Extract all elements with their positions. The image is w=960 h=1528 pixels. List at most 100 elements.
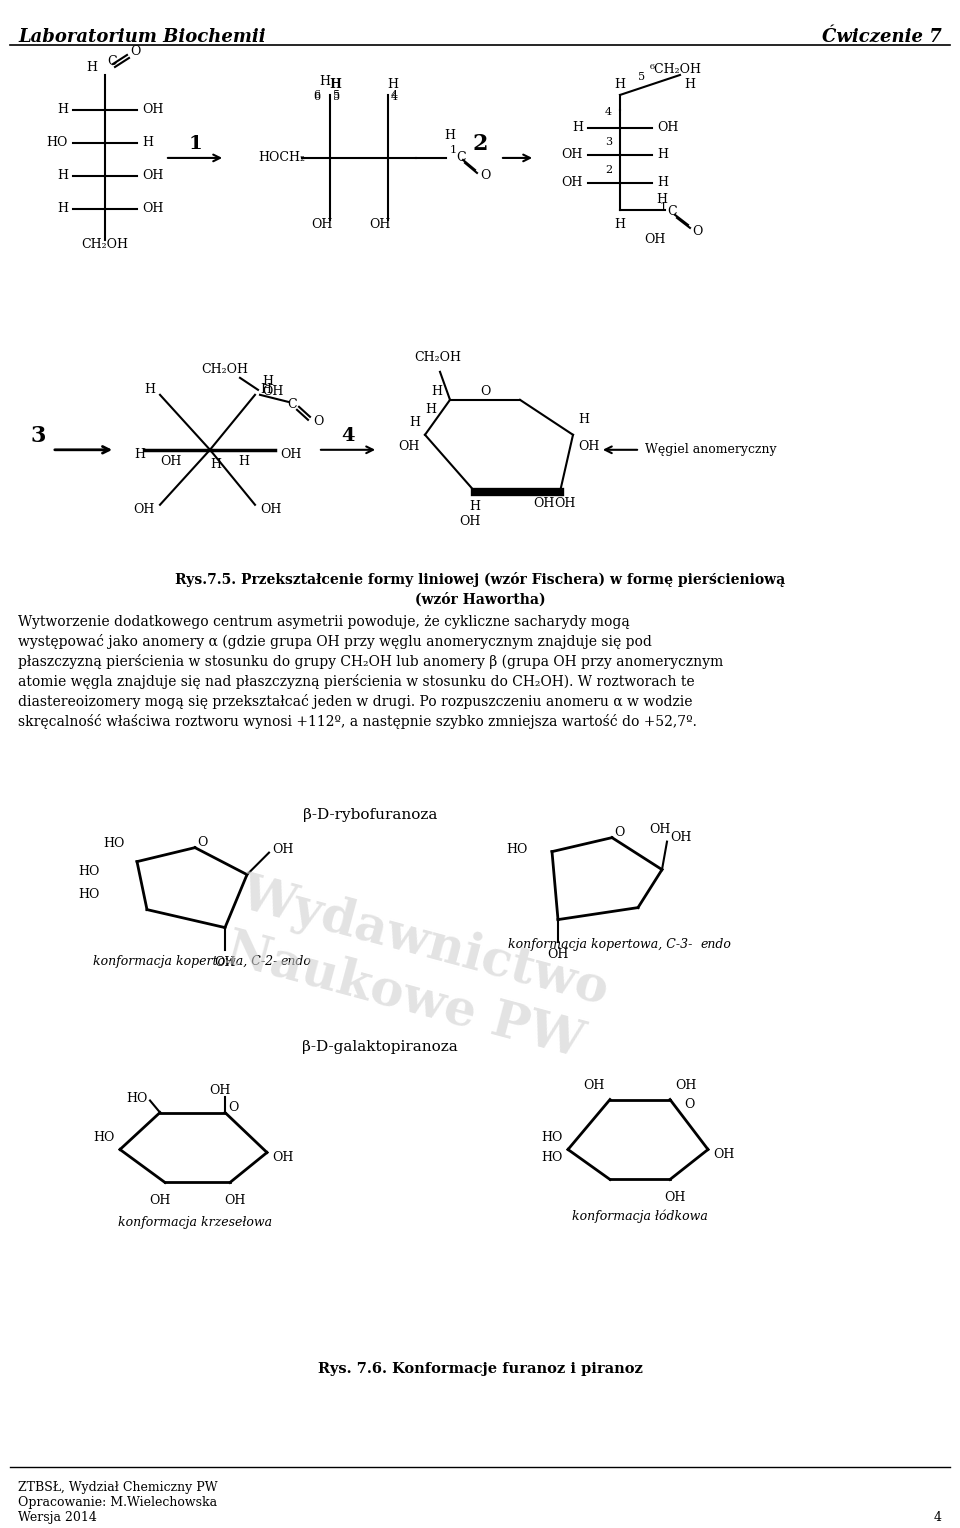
Text: OH: OH	[214, 955, 236, 969]
Text: 3: 3	[31, 425, 46, 446]
Text: Laboratorium Biochemii: Laboratorium Biochemii	[18, 28, 266, 46]
Text: OH: OH	[584, 1079, 605, 1093]
Text: OH: OH	[142, 170, 163, 182]
Text: H: H	[57, 170, 68, 182]
Text: Rys. 7.6. Konformacje furanoz i piranoz: Rys. 7.6. Konformacje furanoz i piranoz	[318, 1363, 642, 1377]
Text: H: H	[578, 413, 589, 426]
Text: skręcalność właściwa roztworu wynosi +112º, a następnie szybko zmniejsza wartość: skręcalność właściwa roztworu wynosi +11…	[18, 714, 697, 729]
Text: C: C	[667, 205, 677, 219]
Text: O: O	[313, 416, 324, 428]
Text: C: C	[456, 151, 466, 165]
Text: H: H	[262, 376, 274, 388]
Text: konformacja krzesełowa: konformacja krzesełowa	[118, 1216, 272, 1229]
Text: CH₂OH: CH₂OH	[82, 238, 129, 251]
Text: HO: HO	[79, 888, 100, 902]
Text: O: O	[684, 1099, 694, 1111]
Text: endo: endo	[700, 938, 731, 950]
Text: OH: OH	[644, 234, 665, 246]
Text: CH₂OH: CH₂OH	[202, 364, 249, 376]
Text: 4: 4	[934, 1511, 942, 1525]
Text: O: O	[228, 1102, 238, 1114]
Text: H: H	[144, 384, 155, 396]
Text: Opracowanie: M.Wielechowska: Opracowanie: M.Wielechowska	[18, 1496, 217, 1510]
Text: OH: OH	[272, 1151, 294, 1164]
Text: OH: OH	[133, 503, 155, 516]
Text: OH: OH	[262, 385, 283, 399]
Text: O: O	[692, 226, 703, 238]
Text: H: H	[614, 78, 626, 92]
Text: OH: OH	[209, 1083, 230, 1097]
Text: OH: OH	[150, 1195, 171, 1207]
Text: Węgiel anomeryczny: Węgiel anomeryczny	[645, 443, 777, 457]
Text: 2: 2	[605, 165, 612, 174]
Text: 3: 3	[605, 138, 612, 147]
Text: HO: HO	[541, 1151, 563, 1164]
Text: HO: HO	[104, 837, 125, 850]
Text: OH: OH	[459, 515, 481, 529]
Text: H: H	[134, 448, 145, 461]
Text: C: C	[287, 399, 297, 411]
Text: H: H	[86, 61, 97, 75]
Text: 4: 4	[341, 426, 355, 445]
Text: 5: 5	[638, 72, 645, 83]
Text: 6: 6	[313, 92, 320, 102]
Text: ⁶CH₂OH: ⁶CH₂OH	[650, 64, 702, 76]
Text: CH₂OH: CH₂OH	[415, 351, 462, 364]
Text: Wytworzenie dodatkowego centrum asymetrii powoduje, że cykliczne sacharydy mogą: Wytworzenie dodatkowego centrum asymetri…	[18, 614, 630, 628]
Text: H: H	[142, 136, 153, 150]
Text: OH: OH	[670, 831, 691, 843]
Text: H: H	[469, 500, 481, 513]
Text: H: H	[57, 104, 68, 116]
Text: H: H	[657, 176, 668, 189]
Text: OH: OH	[664, 1192, 685, 1204]
Text: HO: HO	[507, 843, 528, 856]
Text: 2: 2	[472, 133, 488, 154]
Text: OH: OH	[142, 202, 163, 215]
Text: OH: OH	[142, 104, 163, 116]
Text: β-D-rybofuranoza: β-D-rybofuranoza	[302, 808, 437, 822]
Text: H: H	[684, 78, 695, 92]
Text: H: H	[657, 194, 667, 206]
Text: OH: OH	[562, 148, 583, 162]
Text: OH: OH	[280, 448, 301, 461]
Text: C: C	[107, 55, 116, 69]
Text: Ćwiczenie 7: Ćwiczenie 7	[823, 28, 942, 46]
Text: H: H	[260, 384, 271, 396]
Text: OH: OH	[311, 219, 333, 231]
Text: 5: 5	[333, 92, 340, 102]
Text: H: H	[57, 202, 68, 215]
Text: OH: OH	[398, 440, 420, 454]
Text: H: H	[329, 78, 341, 92]
Text: HOCH₂—: HOCH₂—	[258, 151, 318, 165]
Text: 4: 4	[391, 92, 398, 102]
Text: OH: OH	[649, 824, 671, 836]
Text: konformacja kopertowa, C-3-: konformacja kopertowa, C-3-	[508, 938, 692, 950]
Text: OH: OH	[547, 947, 568, 961]
Text: płaszczyzną pierścienia w stosunku do grupy CH₂OH lub anomery β (grupa OH przy a: płaszczyzną pierścienia w stosunku do gr…	[18, 654, 723, 669]
Text: HO: HO	[47, 136, 68, 150]
Text: β-D-galaktopiranoza: β-D-galaktopiranoza	[302, 1039, 458, 1053]
Text: atomie węgla znajduje się nad płaszczyzną pierścienia w stosunku do CH₂OH). W ro: atomie węgla znajduje się nad płaszczyzn…	[18, 674, 695, 689]
Text: OH: OH	[260, 503, 281, 516]
Text: OH: OH	[272, 843, 294, 856]
Text: OH: OH	[675, 1079, 696, 1093]
Text: OH: OH	[554, 497, 576, 510]
Text: 1: 1	[660, 202, 667, 212]
Text: O: O	[130, 46, 140, 58]
Text: O: O	[197, 836, 207, 850]
Text: H: H	[431, 385, 442, 399]
Text: konformacja łódkowa: konformacja łódkowa	[572, 1210, 708, 1224]
Text: O: O	[480, 385, 491, 399]
Text: H: H	[210, 458, 221, 471]
Text: H: H	[444, 130, 455, 142]
Text: H: H	[425, 403, 436, 416]
Text: (wzór Hawortha): (wzór Hawortha)	[415, 593, 545, 607]
Text: endo: endo	[280, 955, 311, 969]
Text: OH: OH	[225, 1195, 246, 1207]
Text: OH: OH	[713, 1148, 734, 1161]
Text: HO: HO	[79, 865, 100, 879]
Text: Wersja 2014: Wersja 2014	[18, 1511, 97, 1525]
Text: 6: 6	[313, 90, 320, 99]
Text: OH: OH	[160, 455, 182, 468]
Text: ZTBSŁ, Wydział Chemiczny PW: ZTBSŁ, Wydział Chemiczny PW	[18, 1481, 218, 1494]
